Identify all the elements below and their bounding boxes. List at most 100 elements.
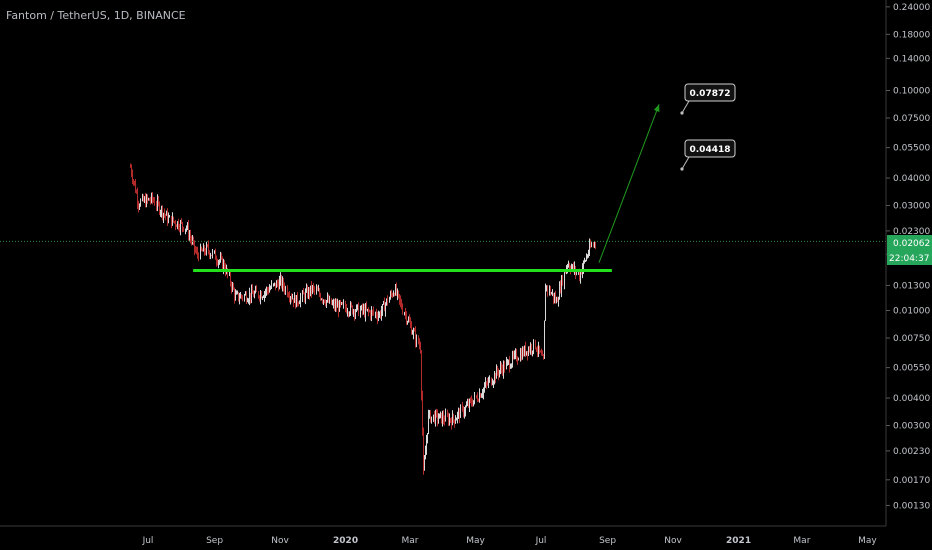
candle-body [418,336,419,344]
candle-body [259,296,260,299]
candle-body [363,307,364,311]
candle-body [540,351,541,353]
candle-body [187,225,188,228]
candle-body [493,381,494,384]
price-label: 0.00230 [893,447,930,457]
candle-body [279,280,280,289]
candle-body [233,284,234,290]
note-anchor-dot [680,111,684,115]
candle-body [150,200,151,202]
candle-body [591,244,592,247]
time-label: 2020 [333,536,358,546]
candle-body [331,298,332,305]
note-lower[interactable]: 0.04418 [680,139,736,171]
candle-body [522,349,523,359]
candle-body [496,368,497,379]
projection-arrow[interactable] [598,104,660,263]
candle-body [132,174,133,181]
candle-body [232,284,233,289]
candle-body [464,411,465,415]
candle-body [440,412,441,414]
time-label: Jul [142,536,154,546]
candle-body [456,418,457,421]
candle-body [427,433,428,441]
candle-body [448,415,449,423]
candle-body [154,201,155,206]
countdown-tag [887,250,932,265]
candle-body [459,410,460,418]
candle-body [319,290,320,295]
candle-body [441,412,442,423]
candle-body [410,321,411,325]
candle-body [567,265,568,268]
candle-body [517,360,518,362]
candle-body [159,203,160,213]
candle-body [365,306,366,316]
candle-body [407,321,408,323]
candle-body [389,298,390,303]
candle-body [583,261,584,269]
price-label: 0.01000 [893,307,930,317]
candle-body [311,285,312,293]
candle-body [503,363,504,374]
candle-body [378,315,379,319]
candle-body [377,316,378,319]
candle-body [526,351,527,355]
candle-body [452,414,453,425]
candle-body [248,300,249,302]
time-axis[interactable]: Jul Sep Nov 2020 Mar May Jul Sep Nov 2021 Mar May [0,525,886,546]
candle-body [560,285,561,292]
time-label: Sep [206,536,223,546]
candle-body [345,303,346,309]
candle-body [588,252,589,256]
candle-body [273,283,274,285]
candle-body [346,308,347,313]
price-label: 0.01300 [893,281,930,291]
candle-body [400,299,401,302]
candle-body [329,298,330,303]
candle-body [338,304,339,312]
candle-body [297,295,298,304]
candle-body [376,312,377,317]
candle-body [414,330,415,332]
candle-body [411,324,412,334]
candle-body [223,262,224,269]
candle-body [477,397,478,401]
candle-body [518,359,519,361]
candle-body [491,377,492,385]
note-upper[interactable]: 0.07872 [680,83,736,115]
candle-body [500,366,501,371]
candle-body [532,350,533,352]
candle-body [562,277,563,285]
time-label: Sep [599,536,616,546]
candle-body [250,293,251,299]
candle-body [258,291,259,297]
price-axis[interactable]: 0.24000 0.18000 0.14000 0.10000 0.07500 0.055… [885,0,932,526]
candle-body [147,196,148,200]
candle-body [229,273,230,275]
candle-body [435,411,436,423]
candle-body [434,414,435,423]
candle-body [153,199,154,202]
candle-body [476,395,477,398]
candle-body [158,199,159,204]
candle-body [310,285,311,295]
candle-body [364,307,365,316]
candle-body [322,299,323,301]
candle-body [399,294,400,300]
candle-body [222,257,223,269]
candle-body [421,351,422,396]
candle-body [487,383,488,385]
candle-body [200,247,201,259]
candle-body [587,255,588,257]
candle-body [595,242,596,244]
candle-body [289,296,290,299]
candle-body [428,413,429,434]
candle-body [278,283,279,289]
price-label: 0.00400 [893,394,930,404]
note-lower-label: 0.04418 [690,145,731,155]
candle-body [444,419,445,422]
candle-body [190,235,191,239]
